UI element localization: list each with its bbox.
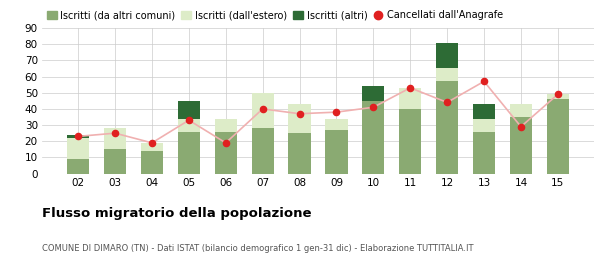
Point (221, 141, 230, 145)
Point (110, 131, 120, 136)
Bar (436, 43, 458, 68)
Bar (473, 119, 495, 132)
Point (258, 107, 268, 111)
Bar (104, 128, 126, 149)
Bar (399, 109, 421, 174)
Bar (362, 86, 385, 101)
Bar (436, 68, 458, 81)
Bar (141, 143, 163, 151)
Bar (67, 138, 89, 159)
Bar (473, 104, 495, 119)
Bar (178, 119, 200, 132)
Bar (215, 132, 237, 174)
Bar (362, 101, 385, 174)
Point (479, 79, 489, 84)
Bar (251, 93, 274, 128)
Point (553, 92, 563, 97)
Bar (215, 119, 237, 132)
Text: COMUNE DI DIMARO (TN) - Dati ISTAT (bilancio demografico 1 gen-31 dic) - Elabora: COMUNE DI DIMARO (TN) - Dati ISTAT (bila… (42, 244, 473, 253)
Bar (325, 130, 347, 174)
Bar (547, 99, 569, 174)
Bar (289, 104, 311, 133)
Point (406, 86, 415, 90)
Point (332, 110, 341, 114)
Point (442, 100, 452, 105)
Bar (67, 135, 89, 138)
Point (184, 118, 194, 122)
Bar (473, 132, 495, 174)
Point (147, 141, 157, 145)
Point (295, 111, 304, 116)
Bar (251, 128, 274, 174)
Bar (104, 149, 126, 174)
Bar (510, 117, 532, 174)
Bar (399, 88, 421, 109)
Text: Flusso migratorio della popolazione: Flusso migratorio della popolazione (42, 207, 311, 220)
Point (368, 105, 378, 109)
Bar (436, 81, 458, 174)
Bar (325, 119, 347, 130)
Bar (510, 104, 532, 117)
Bar (67, 159, 89, 174)
Bar (289, 133, 311, 174)
Point (73, 134, 83, 139)
Bar (178, 132, 200, 174)
Bar (547, 94, 569, 99)
Bar (141, 151, 163, 174)
Point (516, 124, 526, 129)
Bar (178, 101, 200, 119)
Legend: Iscritti (da altri comuni), Iscritti (dall'estero), Iscritti (altri), Cancellati: Iscritti (da altri comuni), Iscritti (da… (47, 10, 503, 20)
